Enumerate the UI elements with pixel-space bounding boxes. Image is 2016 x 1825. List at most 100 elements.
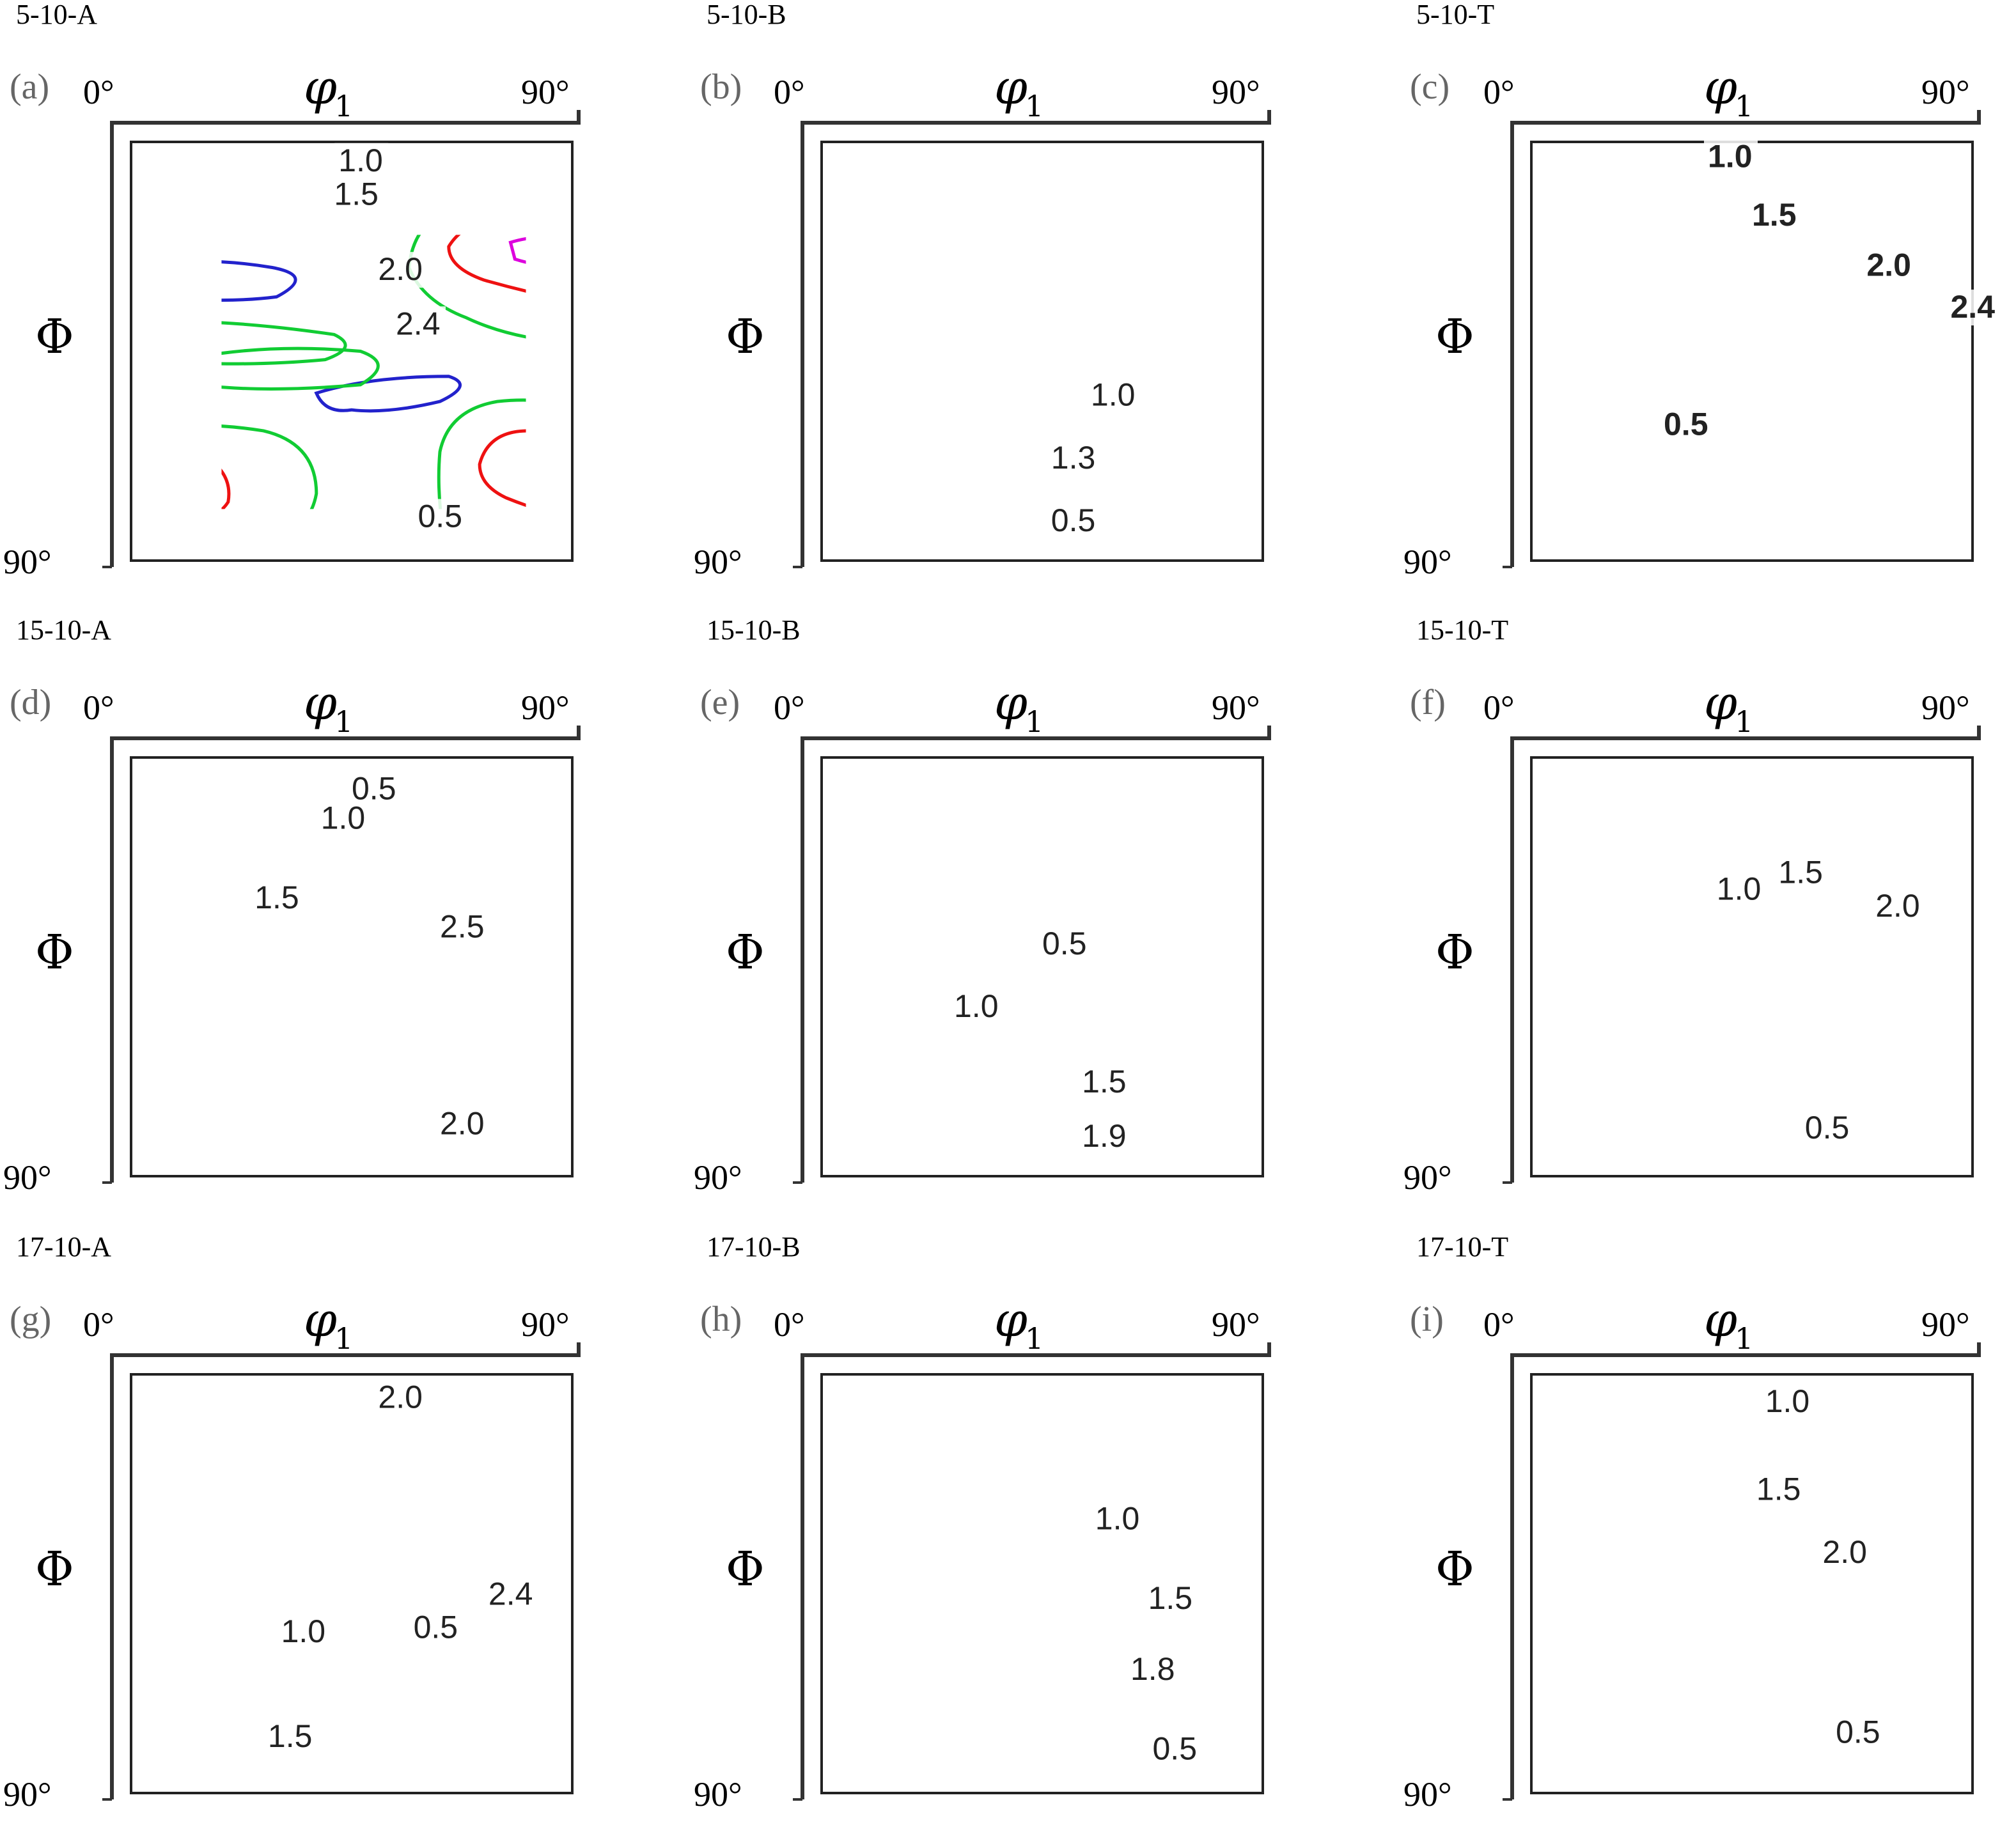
panel-letter: (f) [1410,683,1446,722]
x-tick-start: 0° [83,1305,114,1344]
plot-area [820,141,1264,562]
contour-label-bg [1127,1652,1180,1688]
y-axis-label: Φ [1435,925,1474,980]
contour-label: 0.5 [1805,1110,1850,1145]
sample-label: 15-10-B [707,614,801,646]
contour-label: 1.5 [1752,197,1797,233]
axis-frame [1510,1342,1981,1799]
panel-letter: (i) [1410,1300,1444,1339]
x-axis-label: φ [994,1293,1028,1347]
contour-label: 2.0 [378,1379,423,1415]
y-tick-end: 90° [1403,1158,1452,1197]
contour-label: 0.5 [1051,502,1096,538]
contour-label-bg [414,499,468,535]
x-axis-subscript: 1 [334,704,353,739]
contour-label-bg [1748,198,1802,233]
y-axis-label: Φ [726,1542,765,1597]
x-tick-start: 0° [83,73,114,111]
x-tick-start: 0° [774,688,805,727]
contour-label: 1.0 [1708,138,1753,174]
panel-c: 5-10-T (c) 0° 90° φ1 Φ 90° 1.0 1.5 2.0 2.4 0.5 [1403,0,2001,581]
contour-label: 1.5 [254,880,299,915]
sample-label: 17-10-A [16,1231,111,1262]
x-axis-subscript: 1 [1025,1321,1043,1356]
contour-label: 2.0 [440,1106,485,1142]
contour-label-bg [1801,1110,1855,1147]
contour-line-red [449,217,572,301]
x-tick-start: 0° [774,1305,805,1344]
y-axis-label: Φ [35,1542,74,1597]
contour-label: 1.5 [1148,1580,1193,1616]
contour-label: 1.5 [334,176,379,212]
x-axis-label: φ [1704,676,1737,731]
contour-label: 1.0 [1765,1383,1810,1419]
contour-label: 2.4 [396,306,441,341]
y-tick-end: 90° [694,1775,742,1813]
panel-a: 5-10-A (a) 0° 90° φ1 Φ 90° 1.01.5 2.0 2.4 0.5 [3,0,581,581]
contour-label-bg [334,143,389,179]
x-axis-subscript: 1 [1025,704,1043,739]
x-axis-label: φ [304,676,337,731]
contour-label-bg [374,252,428,288]
sample-label: 17-10-B [707,1231,801,1262]
contour-label-bg [436,1106,490,1142]
x-axis-subscript: 1 [1025,89,1043,123]
panel-g: 17-10-A (g) 0° 90° φ1 Φ 90° 2.0 2.4 0.5 1.0 1.5 [3,1231,581,1813]
contour-label-bg [1871,888,1926,924]
contour-label-bg [409,1610,464,1646]
contour-line-1-0 [131,426,316,545]
x-tick-end: 90° [521,73,570,111]
sample-label: 15-10-T [1416,614,1508,646]
contour-label-bg [1946,290,2001,326]
contour-label: 2.0 [1866,247,1911,283]
contour-label-bg [1148,1731,1203,1767]
contour-label-bg [1091,1501,1145,1537]
x-axis-subscript: 1 [1735,704,1753,739]
contour-label: 1.5 [1082,1064,1127,1099]
contour-label-bg [316,800,371,837]
x-tick-start: 0° [774,73,805,111]
panel-letter: (b) [700,67,742,107]
y-tick-end: 90° [3,1775,52,1813]
contour-label: 0.5 [1836,1714,1880,1750]
contour-line-0-5 [131,261,295,300]
contour-line-1-0 [131,321,345,364]
contour-label: 0.5 [418,499,463,534]
contour-label-bg [1712,871,1767,908]
contour-label-bg [1038,926,1092,962]
contour-label-bg [1818,1534,1873,1571]
x-axis-subscript: 1 [334,89,353,123]
sample-label: 5-10-T [1416,0,1494,30]
contour-label-bg [950,989,1004,1025]
sample-label: 5-10-A [16,0,97,30]
contour-label: 0.5 [1664,407,1708,442]
axis-frame [801,110,1271,567]
contour-label-bg [1078,1064,1132,1100]
contour-label-bg [1863,247,1917,284]
x-tick-end: 90° [521,1305,570,1344]
contour-label: 2.0 [1875,888,1920,924]
plot-area [820,756,1264,1177]
panel-letter: (g) [10,1300,51,1339]
x-tick-start: 0° [1483,688,1515,727]
contour-label: 2.4 [488,1576,533,1611]
contour-line-0-5 [316,377,460,411]
x-axis-subscript: 1 [1735,1321,1753,1356]
sample-label: 15-10-A [16,614,111,646]
plot-area [1530,1373,1974,1794]
contour-label: 2.5 [440,909,485,945]
x-axis-label: φ [1704,1293,1737,1347]
panel-letter: (c) [1410,67,1449,107]
contour-label-bg [277,1614,331,1650]
y-tick-end: 90° [3,543,52,581]
panel-b: 5-10-B (b) 0° 90° φ1 Φ 90° 1.0 1.3 0.5 [694,0,1271,581]
panel-letter: (a) [10,67,49,107]
x-tick-end: 90° [1212,73,1260,111]
contour-label-bg [1660,407,1714,443]
x-axis-subscript: 1 [334,1321,353,1356]
contour-label-bg [392,306,446,343]
contour-label: 1.0 [338,143,383,178]
contour-label: 1.0 [1717,871,1762,907]
x-tick-start: 0° [83,688,114,727]
